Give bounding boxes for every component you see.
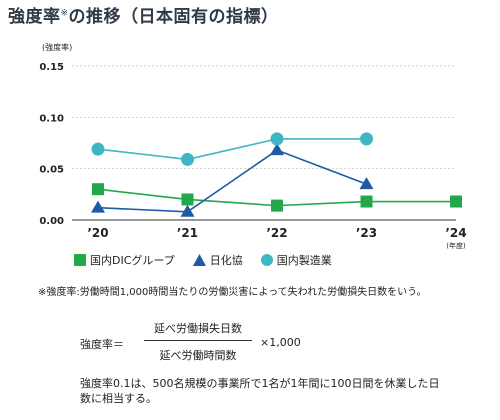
data-point (180, 204, 195, 217)
legend-label: 国内DICグループ (90, 254, 175, 267)
data-point (360, 195, 373, 208)
formula-fraction: 延べ労働損失日数 延べ労働時間数 (144, 320, 252, 363)
data-point (181, 152, 194, 166)
data-point (91, 200, 105, 213)
y-tick-label: 0.10 (39, 113, 64, 124)
y-tick-label: 0.15 (39, 62, 64, 73)
square-marker-icon (74, 254, 86, 266)
formula-lhs: 強度率＝ (80, 338, 124, 351)
data-point (360, 132, 373, 146)
legend-label: 国内製造業 (276, 254, 332, 267)
legend-item-nikkakyo: 日化協 (192, 252, 243, 268)
legend-item-manufacturing: 国内製造業 (260, 252, 332, 268)
chart-legend: 国内DICグループ 日化協 国内製造業 (74, 252, 332, 268)
legend-label: 日化協 (209, 254, 243, 267)
line-chart: (強度率) 0.00 0.05 0.10 0.15 ’20 ’21 ’22 ’23 ’24(年度) (39, 42, 466, 250)
formula-numerator: 延べ労働損失日数 (154, 322, 242, 335)
data-point (270, 143, 284, 156)
series-line (97, 149, 367, 213)
y-axis-label: (強度率) (42, 42, 72, 52)
data-point (271, 199, 283, 212)
formula-denominator: 延べ労働時間数 (159, 349, 237, 362)
x-tick-label: ’22 (266, 226, 287, 240)
x-axis-unit: (年度) (446, 241, 466, 250)
data-point (92, 183, 104, 196)
data-point (181, 193, 194, 206)
triangle-marker-icon (192, 254, 206, 266)
data-point (450, 195, 462, 208)
x-tick-label: ’24 (445, 226, 466, 240)
x-tick-label: ’23 (356, 226, 377, 240)
fraction-bar (144, 340, 252, 341)
x-tick-label: ’21 (177, 226, 198, 240)
data-point (270, 132, 284, 146)
legend-item-dic: 国内DICグループ (74, 252, 175, 268)
explanation-text: 強度率0.1は、500名規模の事業所で1名が1年間に100日間を休業した日数に相… (80, 377, 440, 405)
y-tick-label: 0.00 (39, 216, 64, 227)
chart-title: 強度率※の推移（日本固有の指標） (8, 7, 279, 27)
data-point (359, 177, 374, 190)
y-tick-label: 0.05 (39, 165, 64, 176)
circle-marker-icon (260, 254, 273, 266)
x-tick-label: ’20 (87, 226, 108, 240)
formula-multiplier: ×1,000 (260, 336, 301, 349)
series-line (97, 138, 367, 161)
data-point (91, 142, 105, 156)
definition-note: ※強度率:労働時間1,000時間当たりの労働災害によって失われた労働損失日数をい… (38, 287, 427, 298)
